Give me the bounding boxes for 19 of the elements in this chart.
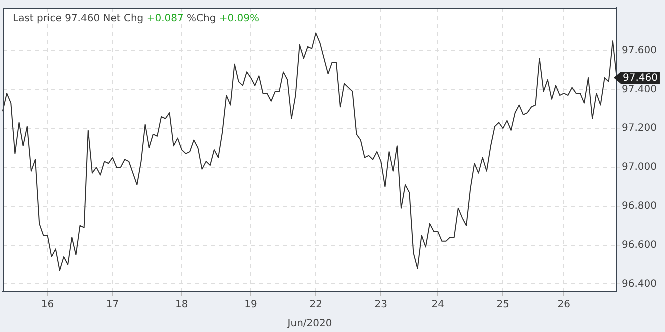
x-tick-label: 24 — [432, 300, 444, 311]
y-tick-label: 97.400 — [622, 84, 657, 96]
y-tick-label: 96.400 — [622, 278, 657, 290]
y-tick-label: 96.600 — [622, 240, 657, 251]
x-tick-label: 25 — [496, 300, 510, 311]
text: Last price 97.460 Net Chg +0.087 %Chg +0.09% — [13, 14, 260, 25]
x-tick-label: 17 — [106, 300, 120, 311]
y-tick-label: 96.800 — [622, 201, 657, 212]
x-tick-label: 18 — [176, 300, 188, 311]
y-tick-label: 97.200 — [622, 123, 657, 134]
x-tick-label: 19 — [244, 300, 258, 311]
text: 97.460 — [623, 73, 658, 84]
x-tick-label: 26 — [558, 300, 571, 311]
y-tick-label: 97.000 — [622, 162, 657, 174]
x-tick-label: 22 — [310, 300, 322, 311]
x-tick-label: 16 — [41, 300, 54, 311]
x-axis-title: Jun/2020 — [286, 318, 332, 330]
y-tick-label: 97.600 — [622, 45, 657, 56]
x-tick-label: 23 — [374, 300, 388, 311]
